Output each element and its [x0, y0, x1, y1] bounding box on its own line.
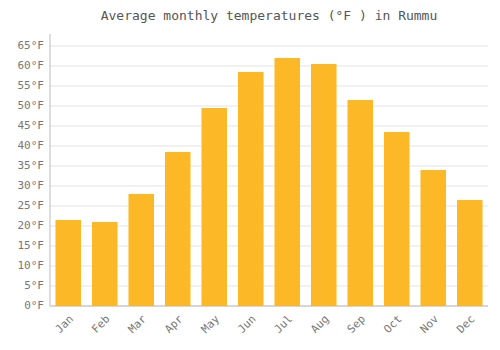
grid-line	[50, 46, 488, 47]
x-tick-label: Sep	[345, 313, 368, 336]
x-tick-label: Oct	[381, 313, 404, 336]
y-axis: 0°F 5°F 10°F 15°F 20°F 25°F 30°F 35°F 40°F 45°F 50…	[18, 34, 51, 312]
bar	[201, 108, 227, 306]
y-tick-label: 10°F	[18, 259, 45, 272]
bar	[311, 64, 337, 306]
x-tick-label: Jul	[272, 313, 295, 336]
bar	[384, 132, 410, 306]
bars	[55, 58, 482, 306]
bar	[55, 220, 81, 306]
chart-title: Average monthly temperatures (°F ) in Ru…	[101, 8, 438, 23]
grid-line	[50, 146, 488, 147]
x-axis-line	[50, 306, 488, 307]
bar	[92, 222, 118, 306]
bar	[420, 170, 446, 306]
y-tick-label: 30°F	[18, 179, 45, 192]
x-axis: Jan Feb Mar Apr May Jun Jul Aug Sep Oct Nov Dec	[53, 312, 478, 336]
x-tick-label: Feb	[89, 313, 112, 336]
bar	[457, 200, 483, 306]
x-tick-label: Nov	[418, 312, 442, 336]
y-tick-label: 45°F	[18, 119, 45, 132]
y-tick-label: 40°F	[18, 139, 45, 152]
grid-line	[50, 306, 488, 307]
y-axis-line	[50, 34, 51, 306]
bar	[128, 194, 154, 306]
x-tick-label: Jun	[235, 313, 258, 336]
bar	[347, 100, 373, 306]
bar	[274, 58, 300, 306]
x-tick-label: Apr	[162, 312, 186, 336]
grid-line	[50, 166, 488, 167]
x-tick-label: Aug	[308, 313, 331, 336]
bar	[165, 152, 191, 306]
bar	[238, 72, 264, 306]
chart-container: 0°F 5°F 10°F 15°F 20°F 25°F 30°F 35°F 40°F 45°F 50…	[0, 0, 500, 350]
grid-line	[50, 86, 488, 87]
y-tick-label: 20°F	[18, 219, 45, 232]
y-tick-label: 55°F	[18, 79, 45, 92]
y-tick-label: 0°F	[24, 299, 44, 312]
x-tick-label: May	[199, 312, 223, 336]
x-tick-label: Mar	[126, 312, 150, 336]
grid-line	[50, 126, 488, 127]
y-tick-label: 15°F	[18, 239, 45, 252]
y-tick-label: 25°F	[18, 199, 45, 212]
y-tick-label: 35°F	[18, 159, 45, 172]
y-tick-label: 60°F	[18, 59, 45, 72]
grid-line	[50, 106, 488, 107]
y-tick-label: 65°F	[18, 39, 45, 52]
y-tick-label: 50°F	[18, 99, 45, 112]
grid-line	[50, 66, 488, 67]
chart-svg: 0°F 5°F 10°F 15°F 20°F 25°F 30°F 35°F 40°F 45°F 50…	[0, 0, 500, 350]
y-tick-label: 5°F	[24, 279, 44, 292]
x-tick-label: Jan	[53, 313, 76, 336]
x-tick-label: Dec	[454, 313, 477, 336]
grid	[50, 46, 488, 306]
